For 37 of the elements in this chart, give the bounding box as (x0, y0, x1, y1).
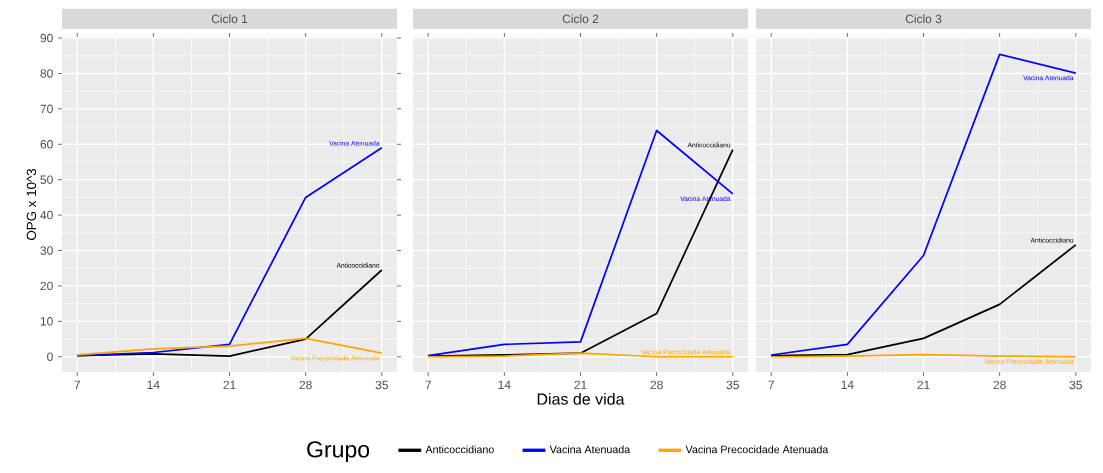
line-series (76, 269, 383, 357)
line-series (76, 146, 383, 357)
y-axis-title: OPG x 10^3 (26, 168, 37, 240)
x-tick-label: 7 (768, 380, 774, 389)
legend-title: Grupo (307, 441, 370, 463)
line-series (76, 337, 383, 356)
x-tick-label: 35 (375, 380, 388, 390)
x-tick-label: 14 (147, 380, 160, 389)
x-tick-label: 35 (726, 380, 739, 390)
y-tick-label: 10 (40, 317, 53, 326)
x-tick-label: 14 (841, 380, 854, 389)
x-tick-label: 28 (993, 380, 1006, 390)
y-tick-label: 70 (40, 104, 53, 114)
x-tick-label: 14 (498, 380, 511, 389)
x-axis-title: Dias de vida (537, 393, 625, 405)
y-tick-label: 80 (40, 69, 53, 78)
x-tick-label: 21 (223, 380, 236, 390)
y-tick-label: 20 (40, 281, 53, 291)
x-tick-label: 21 (574, 380, 587, 390)
y-tick-label: 40 (40, 210, 53, 220)
y-tick-label: 60 (40, 140, 53, 149)
chart-title: Ciclo 1 (211, 14, 248, 24)
y-tick-label: 0 (47, 352, 53, 362)
x-tick-label: 35 (1069, 380, 1082, 390)
y-tick-label: 30 (40, 246, 53, 255)
legend-label: Vacina Atenuada (549, 445, 631, 454)
x-tick-label: 28 (299, 380, 312, 390)
y-tick-label: 90 (40, 33, 53, 43)
legend-label: Anticoccidiano (425, 445, 494, 454)
x-tick-label: 7 (425, 380, 431, 389)
chart-title: Ciclo 3 (905, 14, 942, 24)
x-tick-label: 7 (74, 380, 80, 389)
y-tick-label: 50 (40, 175, 53, 184)
legend-label: Vacina Precocidade Atenuada (685, 445, 829, 454)
x-tick-label: 21 (917, 380, 930, 390)
x-tick-label: 28 (650, 380, 663, 390)
chart-title: Ciclo 2 (562, 14, 599, 24)
